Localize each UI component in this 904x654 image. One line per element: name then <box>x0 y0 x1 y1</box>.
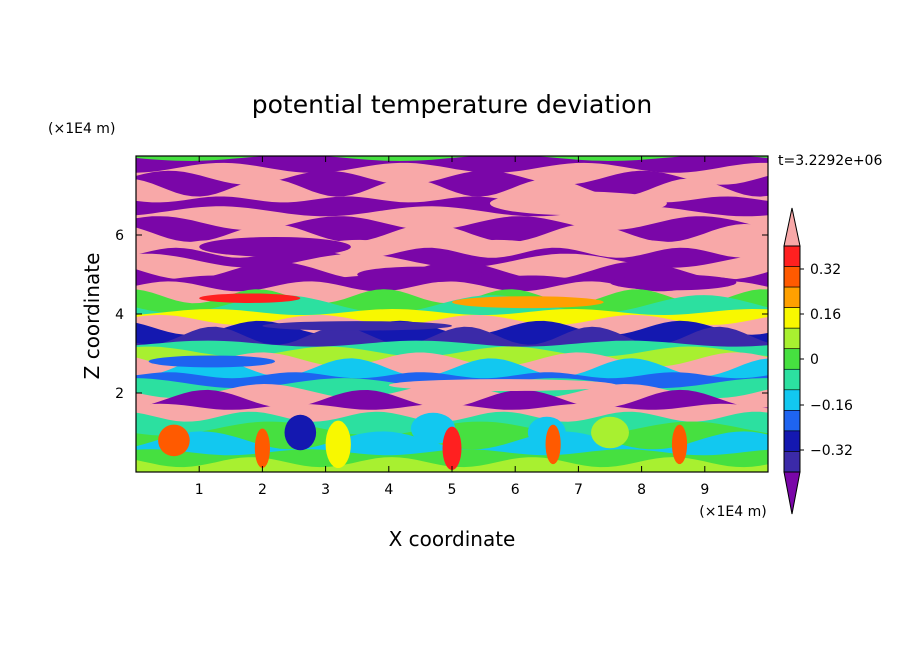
colorbar-swatch <box>783 327 801 350</box>
colorbar-swatch <box>783 430 801 452</box>
contour-cell <box>199 236 351 257</box>
colorbar-swatch <box>783 451 801 473</box>
y-tick-label: 2 <box>115 386 124 402</box>
contour-cell <box>452 296 604 309</box>
colorbar-swatch <box>783 368 801 391</box>
x-tick-label: 6 <box>511 482 520 498</box>
colorbar-swatch <box>783 245 801 267</box>
contour-cell <box>254 428 270 469</box>
colorbar-swatch <box>783 348 801 370</box>
contour-cell <box>357 266 484 283</box>
x-tick-label: 7 <box>574 482 583 498</box>
x-tick-label: 5 <box>448 482 457 498</box>
colorbar-label: 0.32 <box>810 262 841 278</box>
y-axis-title: Z coordinate <box>80 253 104 380</box>
x-axis-title: X coordinate <box>389 527 516 551</box>
contour-cell <box>545 424 561 465</box>
y-tick-label: 6 <box>115 228 124 244</box>
contour-cell <box>442 426 462 471</box>
x-tick-label: 8 <box>637 482 646 498</box>
contour-cell <box>284 414 317 451</box>
contour-cell <box>591 416 629 449</box>
colorbar-label: 0.16 <box>810 307 841 323</box>
contour-cell <box>610 274 737 291</box>
x-tick-label: 3 <box>321 482 330 498</box>
y-unit-label: (×1E4 m) <box>48 121 115 137</box>
x-unit-label: (×1E4 m) <box>699 504 766 520</box>
colorbar-extend-bottom <box>783 471 801 515</box>
x-axis: 1 2 3 4 5 6 7 8 9 <box>195 156 709 498</box>
colorbar-swatch <box>783 307 801 329</box>
contour-cell <box>671 424 688 465</box>
contour-cell <box>489 191 667 216</box>
contour-cell <box>262 321 453 331</box>
contour-field <box>136 156 768 472</box>
contour-cell <box>199 293 301 303</box>
x-tick-label: 1 <box>195 482 204 498</box>
colorbar-extend-top <box>783 207 801 247</box>
contour-cell <box>388 379 617 392</box>
contour-band <box>136 457 768 472</box>
colorbar-swatch <box>783 410 801 432</box>
colorbar-swatch <box>783 389 801 411</box>
colorbar: 0.32 0.16 0 −0.16 −0.32 <box>783 207 853 515</box>
colorbar-swatch <box>783 266 801 288</box>
colorbar-label: −0.32 <box>810 443 853 459</box>
x-tick-label: 4 <box>384 482 393 498</box>
time-label: t=3.2292e+06 <box>778 153 882 169</box>
chart-title: potential temperature deviation <box>252 90 652 119</box>
y-tick-label: 4 <box>115 307 124 323</box>
x-tick-label: 2 <box>258 482 267 498</box>
contour-cell <box>158 424 190 457</box>
colorbar-swatch <box>783 286 801 308</box>
y-axis: 2 4 6 <box>115 228 768 402</box>
colorbar-label: 0 <box>810 352 819 368</box>
colorbar-label: −0.16 <box>810 398 853 414</box>
contour-cell <box>325 420 351 469</box>
x-tick-label: 9 <box>700 482 709 498</box>
contour-cell <box>148 355 276 368</box>
